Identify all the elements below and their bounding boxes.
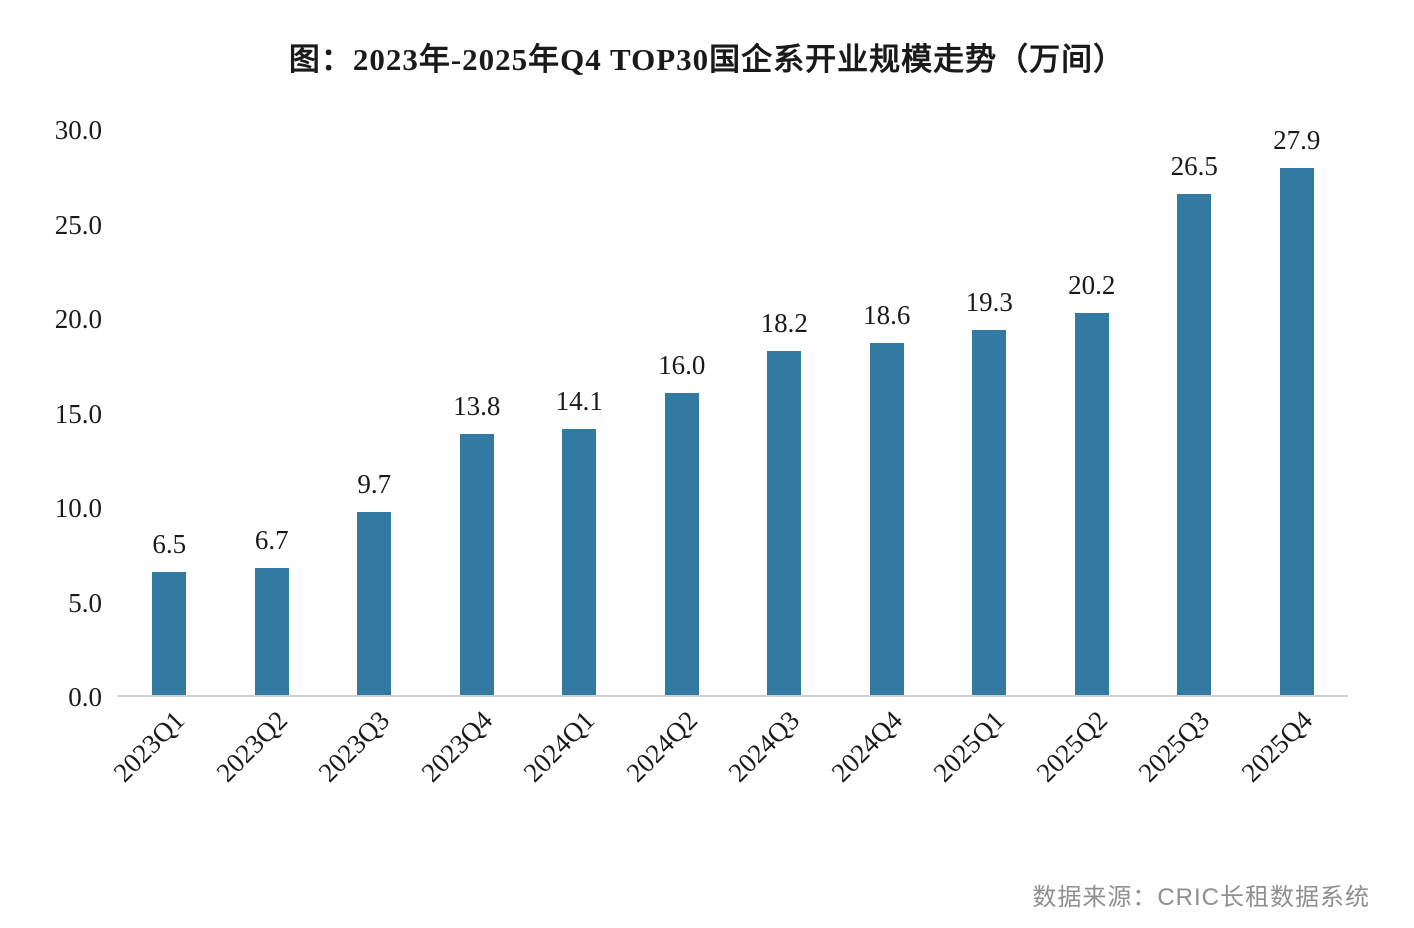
bar-column: 26.5 2025Q3 bbox=[1133, 130, 1246, 788]
bar-column: 19.3 2025Q1 bbox=[928, 130, 1041, 787]
bar bbox=[152, 572, 187, 695]
bar bbox=[254, 568, 289, 695]
x-tick-label: 2023Q2 bbox=[210, 705, 293, 788]
y-axis: 0.0 5.0 10.0 15.0 20.0 25.0 30.0 bbox=[20, 115, 102, 712]
bar-column: 6.5 2023Q1 bbox=[108, 130, 221, 788]
bar-column: 18.2 2024Q3 bbox=[723, 130, 836, 788]
data-source-note: 数据来源：CRIC长租数据系统 bbox=[1032, 884, 1370, 911]
bar-value-label: 26.5 bbox=[1170, 151, 1218, 182]
plot-area: 6.5 2023Q1 6.7 2023Q2 9.7 2023Q3 13.8 2023Q4 14.… bbox=[108, 125, 1349, 788]
x-tick-label: 2024Q4 bbox=[825, 705, 908, 788]
bar-value-label: 27.9 bbox=[1273, 124, 1321, 155]
bar-value-label: 14.1 bbox=[555, 385, 603, 416]
bar bbox=[869, 343, 904, 695]
x-tick-label: 2025Q3 bbox=[1132, 705, 1216, 788]
bar-column: 14.1 2024Q1 bbox=[518, 130, 631, 788]
x-tick-label: 2025Q2 bbox=[1030, 705, 1113, 788]
bar bbox=[357, 511, 392, 695]
bar-value-label: 20.2 bbox=[1068, 270, 1116, 301]
bar-column: 6.7 2023Q2 bbox=[210, 130, 324, 787]
bar bbox=[459, 434, 494, 695]
bar-value-label: 18.2 bbox=[760, 308, 808, 339]
y-tick-label: 30.0 bbox=[54, 115, 102, 145]
x-tick-label: 2023Q4 bbox=[415, 705, 498, 788]
bar bbox=[1074, 313, 1109, 695]
bar-column: 18.6 2024Q4 bbox=[825, 130, 939, 787]
y-tick-label: 0.0 bbox=[68, 682, 102, 712]
x-tick-label: 2024Q1 bbox=[517, 705, 601, 788]
y-tick-label: 25.0 bbox=[54, 209, 102, 240]
bar-value-label: 9.7 bbox=[357, 468, 392, 499]
bar bbox=[972, 330, 1007, 695]
y-tick-label: 15.0 bbox=[54, 398, 102, 429]
x-tick-label: 2024Q2 bbox=[620, 705, 703, 788]
y-tick-label: 20.0 bbox=[54, 304, 102, 334]
x-tick-label: 2023Q1 bbox=[107, 705, 191, 788]
y-tick-label: 5.0 bbox=[68, 587, 102, 618]
bar-value-label: 19.3 bbox=[965, 287, 1013, 318]
bar bbox=[1177, 194, 1212, 695]
bar-column: 27.9 2025Q4 bbox=[1235, 125, 1349, 788]
x-tick-label: 2025Q4 bbox=[1235, 705, 1318, 788]
bar-column: 16.0 2024Q2 bbox=[620, 130, 734, 788]
bar bbox=[664, 392, 699, 695]
chart-title: 图：2023年-2025年Q4 TOP30国企系开业规模走势（万间） bbox=[288, 42, 1126, 77]
bars-container: 6.5 2023Q1 6.7 2023Q2 9.7 2023Q3 13.8 2023Q4 14.… bbox=[108, 125, 1349, 788]
bar-value-label: 16.0 bbox=[658, 349, 706, 380]
bar-value-label: 6.7 bbox=[254, 525, 289, 556]
x-tick-label: 2025Q1 bbox=[927, 705, 1011, 788]
x-tick-label: 2024Q3 bbox=[722, 705, 806, 788]
bar-column: 13.8 2023Q4 bbox=[415, 130, 529, 788]
bar bbox=[562, 428, 597, 695]
bar-column: 20.2 2025Q2 bbox=[1030, 130, 1144, 787]
bar bbox=[1279, 167, 1314, 695]
y-tick-label: 10.0 bbox=[54, 493, 102, 523]
bar-column: 9.7 2023Q3 bbox=[313, 130, 426, 788]
bar-value-label: 13.8 bbox=[453, 391, 501, 422]
bar-value-label: 18.6 bbox=[863, 300, 911, 331]
bar-value-label: 6.5 bbox=[152, 529, 187, 560]
bar bbox=[767, 351, 802, 695]
x-tick-label: 2023Q3 bbox=[312, 705, 396, 788]
